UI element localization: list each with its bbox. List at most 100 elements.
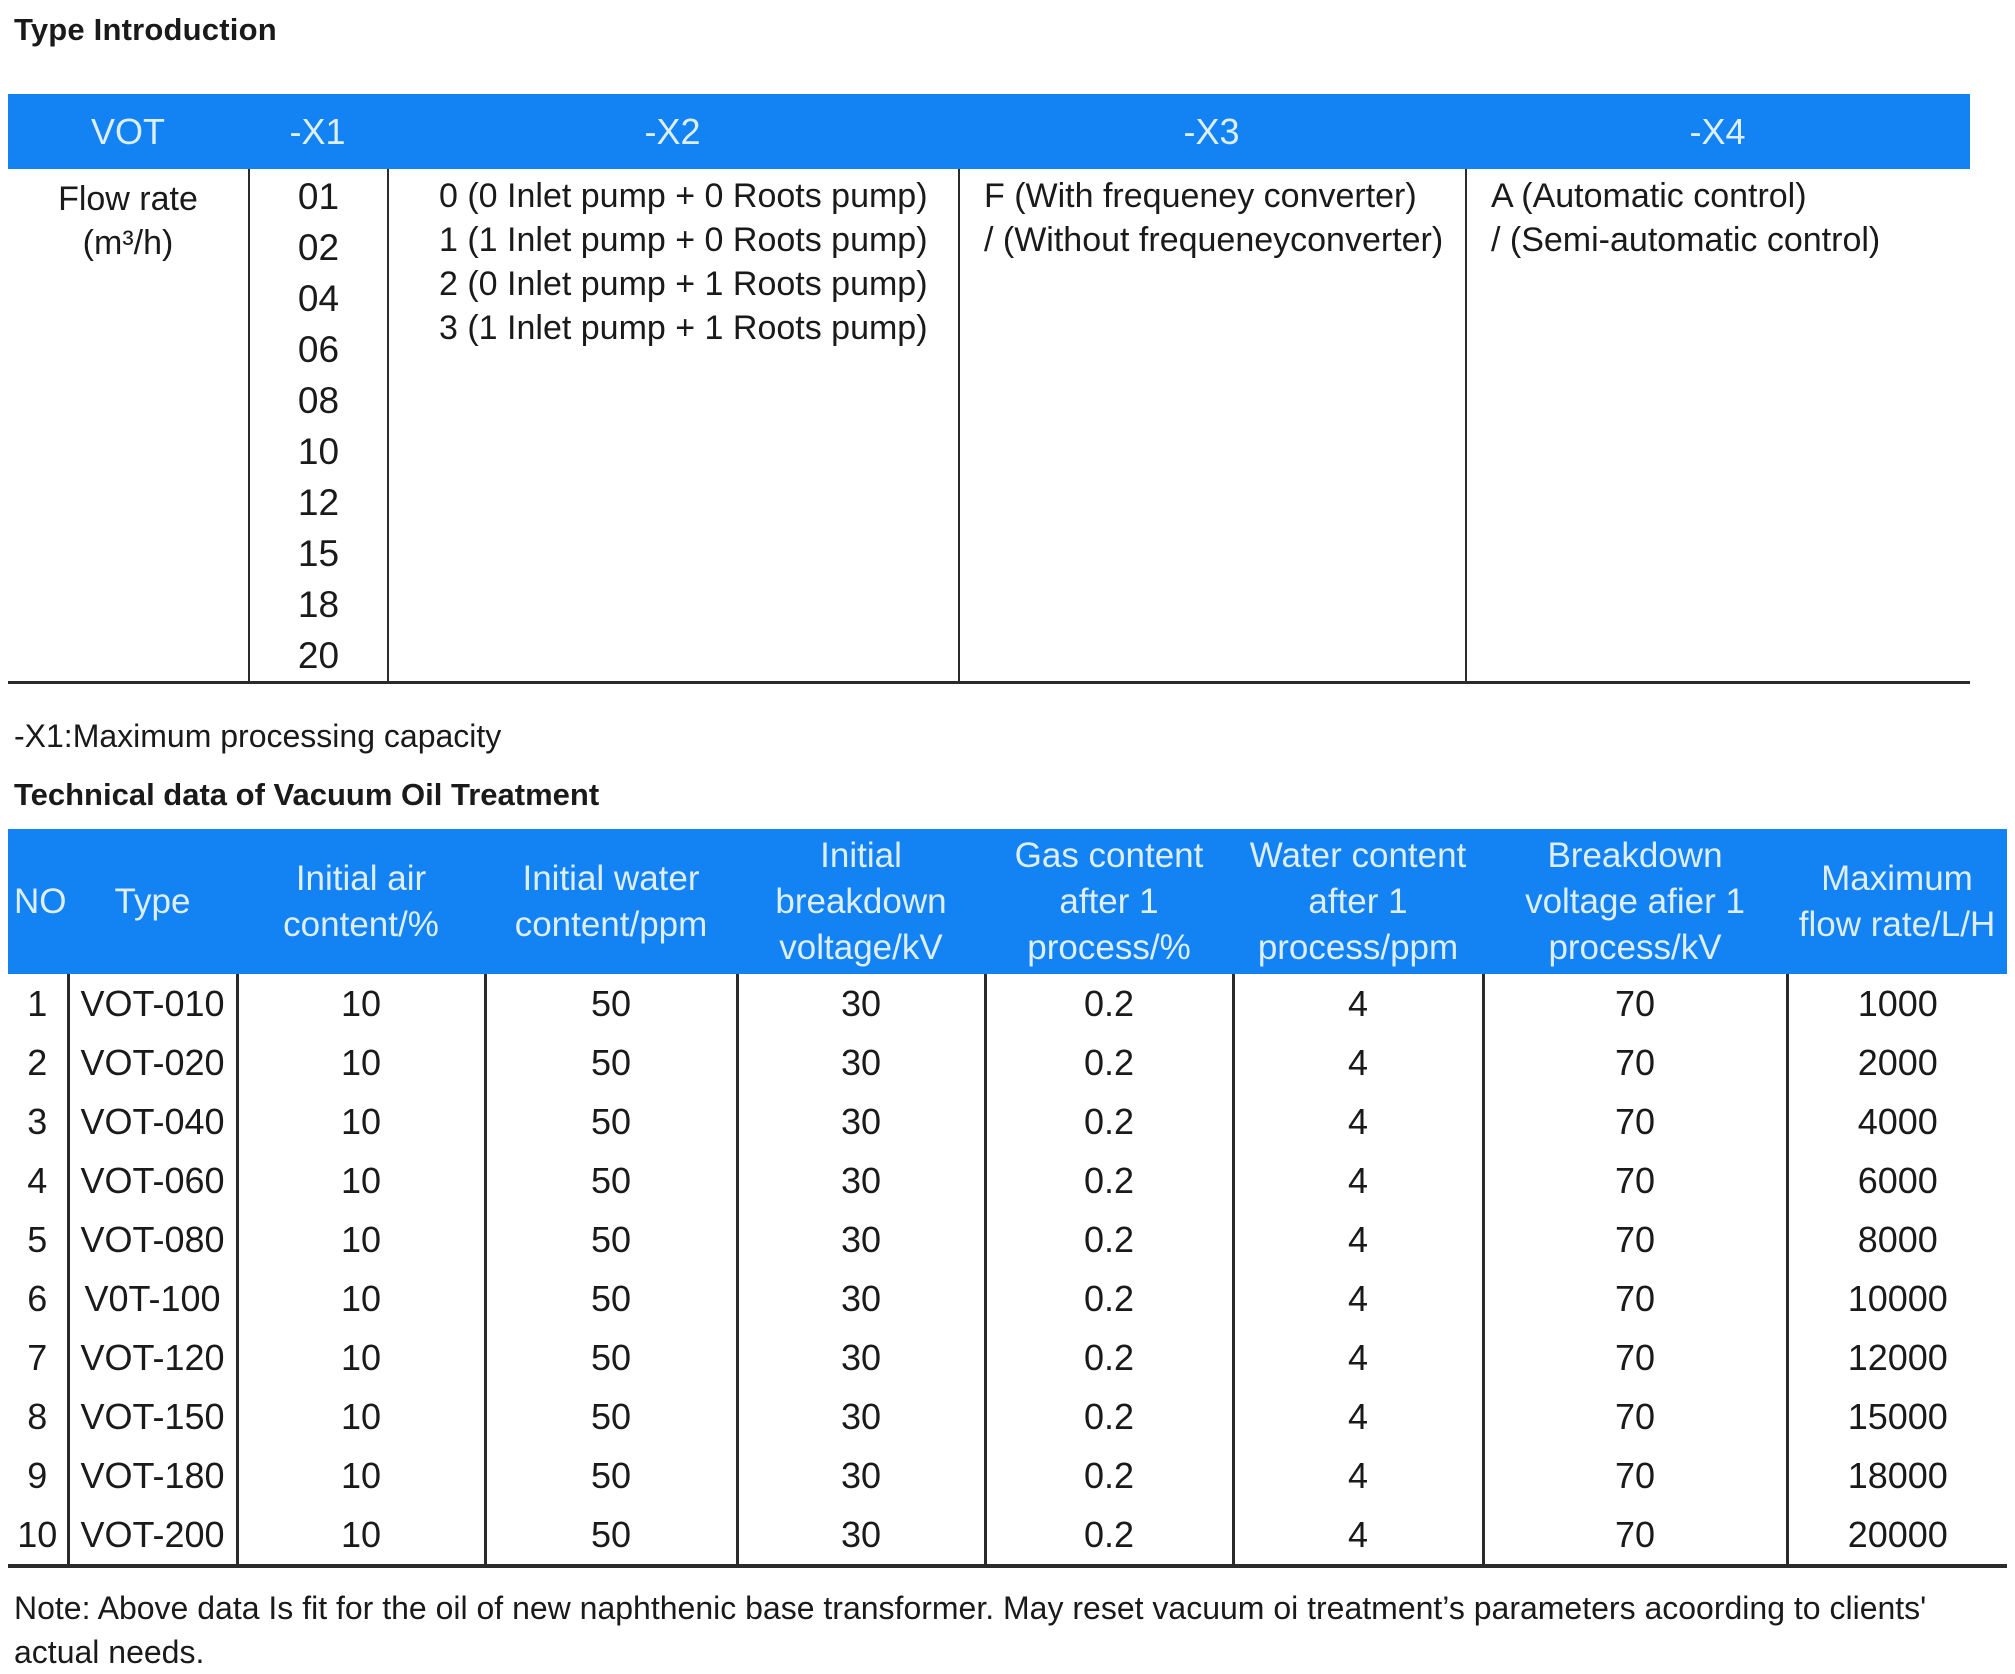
table-cell: 70 — [1481, 974, 1787, 1033]
table-cell: 5 — [27, 1218, 48, 1260]
table-cell: V0T-100 — [66, 1269, 237, 1328]
table-cell: 4 — [1231, 1387, 1483, 1446]
x3-cell: F (With frequeney converter) / (Without f… — [958, 169, 1465, 681]
table-cell: VOT-080 — [66, 1210, 237, 1269]
table-cell: 10 — [235, 1210, 485, 1269]
x1-cell-line: 20 — [297, 635, 340, 676]
footnote: Note: Above data Is fit for the oil of n… — [14, 1590, 1927, 1670]
table-cell: 10000 — [1785, 1269, 2007, 1328]
table-cell: 30 — [735, 1387, 985, 1446]
table-cell: 30 — [735, 1269, 985, 1328]
table-cell: 2 — [27, 1041, 48, 1083]
table-row: 5 VOT-080 10 50 30 0.2 4 70 8000 — [8, 1210, 2007, 1269]
tech-column-header-4: Initial breakdown voltage/kV — [737, 829, 985, 974]
table-cell: 1 — [27, 982, 48, 1024]
table-cell: 0.2 — [983, 1446, 1233, 1505]
table-cell: 15000 — [1785, 1387, 2007, 1446]
table-cell: 30 — [735, 1505, 985, 1566]
table-cell: 4 — [1231, 1210, 1483, 1269]
x1-cell: 01 02 04 06 08 10 12 15 18 20 — [248, 169, 387, 681]
table-cell: 4 — [1231, 974, 1483, 1033]
table-cell: 70 — [1481, 1328, 1787, 1387]
table-cell: 50 — [483, 1328, 737, 1387]
x1-footnote: -X1:Maximum processing capacity — [14, 718, 502, 754]
table-cell: 10 — [235, 1151, 485, 1210]
table-cell: 50 — [483, 1151, 737, 1210]
table-cell: 50 — [483, 1269, 737, 1328]
table-cell: 70 — [1481, 1269, 1787, 1328]
table-cell: 30 — [735, 1328, 985, 1387]
table-cell: 4 — [1231, 1033, 1483, 1092]
table-cell: 70 — [1481, 1033, 1787, 1092]
type-column-header-x1: -X1 — [248, 94, 387, 169]
table-cell: 10 — [235, 1033, 485, 1092]
table-cell: 8 — [27, 1395, 48, 1437]
x1-cell-line: 06 — [297, 329, 340, 370]
table-cell: 50 — [483, 1505, 737, 1566]
tech-data-table: NO Type Initial air content/% Initial water… — [8, 829, 2007, 1568]
table-cell: 30 — [735, 1033, 985, 1092]
table-cell: 0.2 — [983, 1151, 1233, 1210]
x3-cell-line: / (Without frequeneyconverter) — [984, 221, 1444, 259]
x1-cell-line: 04 — [297, 278, 340, 319]
x4-cell: A (Automatic control) / (Semi-automatic c… — [1465, 169, 1970, 681]
table-cell: 70 — [1481, 1151, 1787, 1210]
table-cell: 10 — [235, 1269, 485, 1328]
table-cell: 0.2 — [983, 1210, 1233, 1269]
table-cell: 30 — [735, 974, 985, 1033]
table-cell: 4 — [1231, 1446, 1483, 1505]
table-row: 9 VOT-180 10 50 30 0.2 4 70 18000 — [8, 1446, 2007, 1505]
section-title-technical-data: Technical data of Vacuum Oil Treatment — [14, 777, 600, 812]
table-cell: 4 — [1231, 1151, 1483, 1210]
table-cell: 30 — [735, 1151, 985, 1210]
table-cell: 0.2 — [983, 1033, 1233, 1092]
vot-cell: Flow rate (m³/h) — [8, 169, 248, 681]
table-cell: 10 — [235, 974, 485, 1033]
table-cell: 10 — [17, 1513, 58, 1555]
table-cell: VOT-200 — [66, 1505, 237, 1566]
table-cell: 70 — [1481, 1387, 1787, 1446]
tech-column-header-6: Water content after 1 process/ppm — [1233, 829, 1483, 974]
table-cell: 0.2 — [983, 974, 1233, 1033]
type-column-header-x3: -X3 — [958, 94, 1465, 169]
x1-cell-line: 15 — [297, 533, 340, 574]
x1-cell-line: 02 — [297, 227, 340, 268]
tech-table-body: 1 VOT-010 10 50 30 0.2 4 70 1000 2 VOT-020 10 50 30 0.… — [8, 974, 2007, 1566]
table-cell: 4 — [1231, 1505, 1483, 1566]
table-cell: 2000 — [1785, 1033, 2007, 1092]
table-cell: VOT-150 — [66, 1387, 237, 1446]
table-cell: 12000 — [1785, 1328, 2007, 1387]
table-cell: 70 — [1481, 1092, 1787, 1151]
table-cell: 0.2 — [983, 1092, 1233, 1151]
x4-cell-line: / (Semi-automatic control) — [1491, 221, 1881, 259]
table-cell: 30 — [735, 1446, 985, 1505]
table-cell: 0.2 — [983, 1269, 1233, 1328]
table-row: 1 VOT-010 10 50 30 0.2 4 70 1000 — [8, 974, 2007, 1033]
type-column-header-vot: VOT — [8, 94, 248, 169]
table-cell: VOT-180 — [66, 1446, 237, 1505]
vot-cell-line: (m³/h) — [82, 224, 174, 262]
table-cell: 0.2 — [983, 1387, 1233, 1446]
table-cell: 3 — [27, 1100, 48, 1142]
x1-cell-line: 18 — [297, 584, 340, 625]
table-cell: 50 — [483, 974, 737, 1033]
table-cell: 70 — [1481, 1505, 1787, 1566]
table-row: 3 VOT-040 10 50 30 0.2 4 70 4000 — [8, 1092, 2007, 1151]
x4-cell-line: A (Automatic control) — [1491, 177, 1807, 215]
type-column-header-x2: -X2 — [387, 94, 958, 169]
table-row: 7 VOT-120 10 50 30 0.2 4 70 12000 — [8, 1328, 2007, 1387]
table-cell: 6000 — [1785, 1151, 2007, 1210]
page-title: Type Introduction — [14, 12, 277, 47]
table-row: 4 VOT-060 10 50 30 0.2 4 70 6000 — [8, 1151, 2007, 1210]
table-cell: 18000 — [1785, 1446, 2007, 1505]
table-cell: VOT-120 — [66, 1328, 237, 1387]
table-cell: 70 — [1481, 1446, 1787, 1505]
tech-column-header-3: Initial water content/ppm — [485, 829, 737, 974]
tech-column-header-5: Gas content after 1 process/% — [985, 829, 1233, 974]
table-cell: 6 — [27, 1277, 48, 1319]
x2-cell-line: 2 (0 Inlet pump + 1 Roots pump) — [439, 265, 928, 303]
table-cell: 10 — [235, 1387, 485, 1446]
type-column-header-x4: -X4 — [1465, 94, 1970, 169]
table-cell: 4 — [27, 1159, 48, 1201]
